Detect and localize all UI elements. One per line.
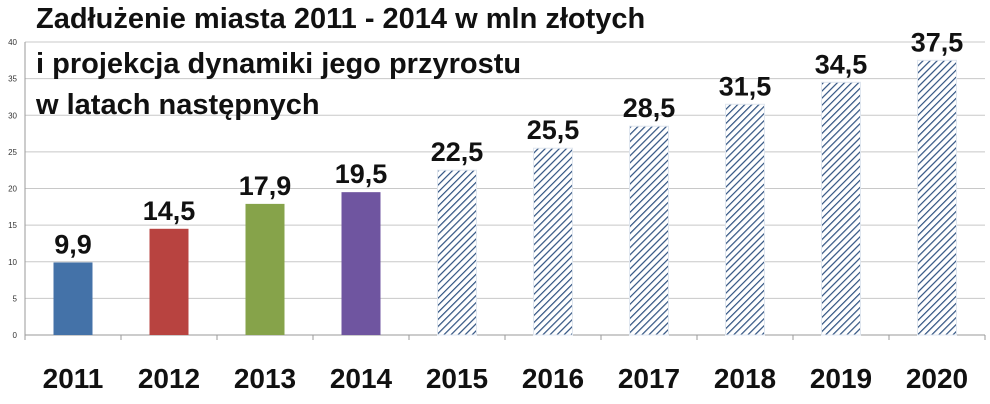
x-category-label-2016: 2016 bbox=[522, 363, 584, 394]
x-category-label-2018: 2018 bbox=[714, 363, 776, 394]
value-label-2018: 31,5 bbox=[719, 71, 772, 101]
chart-title: Zadłużenie miasta 2011 - 2014 w mln złot… bbox=[35, 3, 645, 121]
value-label-2013: 17,9 bbox=[239, 171, 292, 201]
x-category-label-2012: 2012 bbox=[138, 363, 200, 394]
y-tick-label: 15 bbox=[8, 221, 17, 230]
y-tick-label: 10 bbox=[8, 258, 17, 267]
value-label-2012: 14,5 bbox=[143, 196, 196, 226]
value-label-2017: 28,5 bbox=[623, 93, 676, 123]
bar-2020 bbox=[917, 59, 957, 336]
y-tick-label: 5 bbox=[13, 294, 18, 303]
x-category-label-2015: 2015 bbox=[426, 363, 488, 394]
y-tick-label: 25 bbox=[8, 148, 17, 157]
x-category-label-2014: 2014 bbox=[330, 363, 393, 394]
value-label-2014: 19,5 bbox=[335, 159, 388, 189]
bar-2015 bbox=[437, 169, 477, 336]
bar-2013 bbox=[245, 203, 285, 335]
chart-title-line: Zadłużenie miasta 2011 - 2014 w mln złot… bbox=[36, 3, 645, 35]
bar-2017 bbox=[629, 125, 669, 336]
x-category-label-2017: 2017 bbox=[618, 363, 680, 394]
bars bbox=[53, 59, 957, 336]
x-category-label-2011: 2011 bbox=[43, 363, 104, 394]
y-tick-label: 0 bbox=[13, 331, 18, 340]
bar-2011 bbox=[53, 262, 93, 335]
x-category-label-2013: 2013 bbox=[234, 363, 296, 394]
bar-2012 bbox=[149, 228, 189, 335]
bar-2014 bbox=[341, 192, 381, 335]
value-label-2020: 37,5 bbox=[911, 27, 964, 57]
bar-2018 bbox=[725, 103, 765, 336]
x-category-label-2020: 2020 bbox=[906, 363, 968, 394]
chart-title-line: w latach następnych bbox=[35, 89, 320, 121]
y-tick-label: 35 bbox=[8, 75, 17, 84]
chart-title-line: i projekcja dynamiki jego przyrostu bbox=[36, 48, 521, 80]
x-category-label-2019: 2019 bbox=[810, 363, 872, 394]
value-label-2016: 25,5 bbox=[527, 115, 580, 145]
y-tick-label: 40 bbox=[8, 38, 17, 47]
y-tick-label: 20 bbox=[8, 185, 17, 194]
data-labels: 9,9 2011 14,5 2012 17,9 2013 19,5 2014 22,5 2015 2… bbox=[43, 27, 969, 394]
value-label-2011: 9,9 bbox=[54, 229, 92, 259]
bar-2019 bbox=[821, 81, 861, 336]
value-label-2019: 34,5 bbox=[815, 49, 868, 79]
value-label-2015: 22,5 bbox=[431, 137, 484, 167]
y-tick-label: 30 bbox=[8, 111, 17, 120]
bar-2016 bbox=[533, 147, 573, 336]
